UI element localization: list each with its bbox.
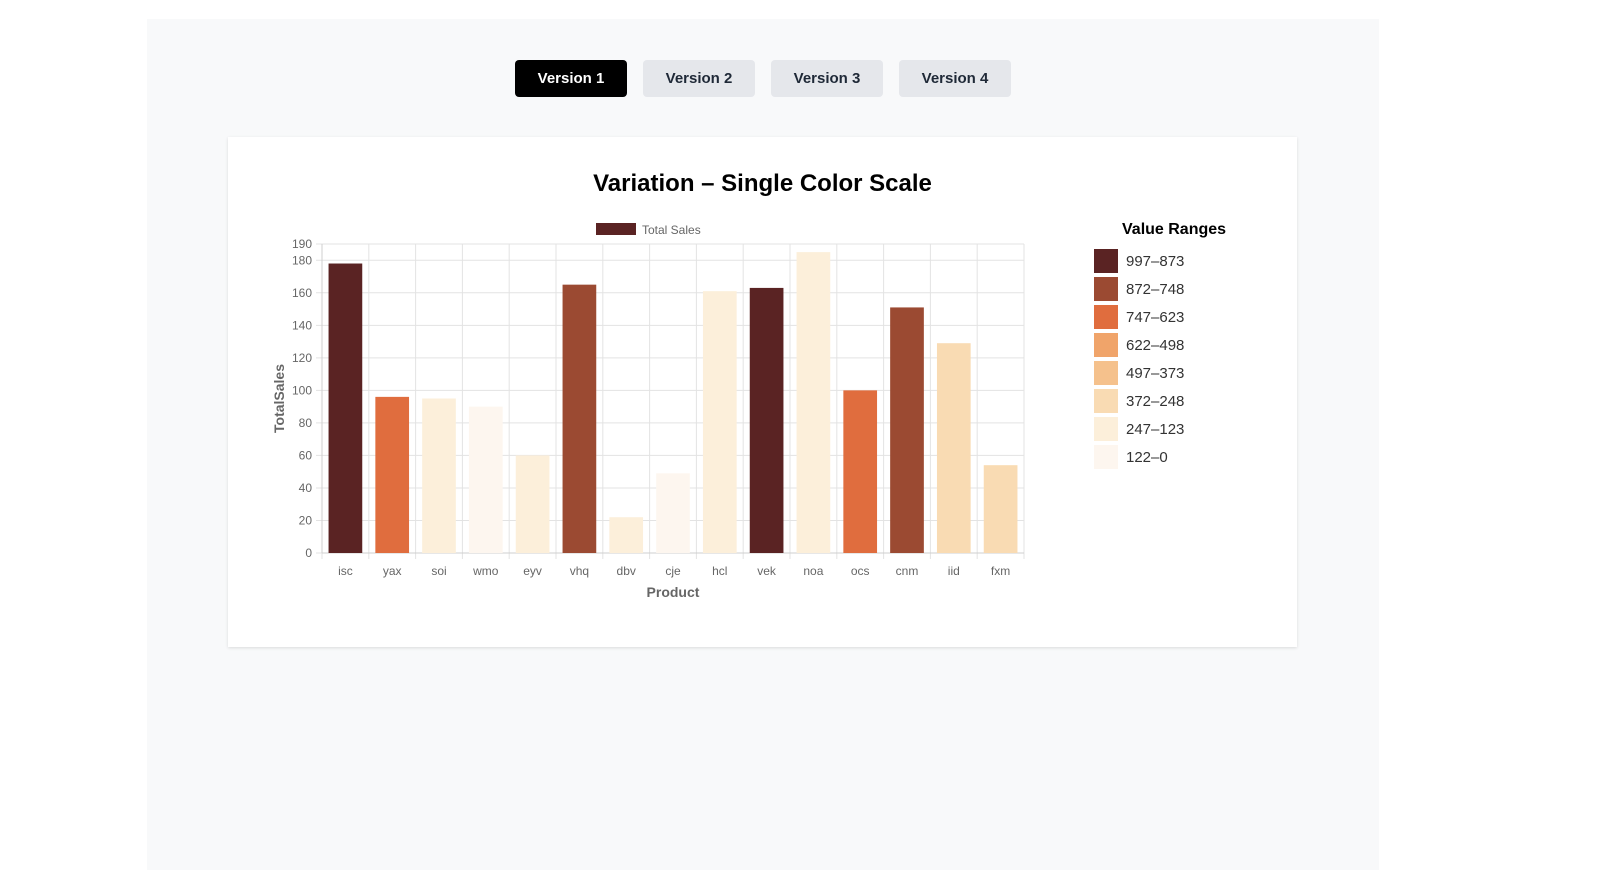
- x-tick-label: yax: [383, 564, 402, 578]
- legend-label: 622–498: [1126, 336, 1185, 354]
- legend-label: 497–373: [1126, 364, 1185, 382]
- legend-swatch: [1094, 417, 1118, 441]
- x-tick-label: soi: [431, 564, 446, 578]
- series-legend-label: Total Sales: [642, 223, 701, 237]
- legend-label: 747–623: [1126, 308, 1185, 326]
- y-tick-label: 140: [292, 318, 312, 332]
- legend-swatch: [1094, 277, 1118, 301]
- legend-item: 247–123: [1094, 417, 1294, 441]
- legend-swatch: [1094, 445, 1118, 469]
- bar-cje: [656, 473, 690, 553]
- bar-yax: [375, 396, 410, 553]
- tab-version-2[interactable]: Version 2: [643, 60, 755, 97]
- legend-swatch: [1094, 389, 1118, 413]
- bar-soi: [422, 398, 456, 553]
- legend-item: 122–0: [1094, 445, 1294, 469]
- version-tabs: Version 1 Version 2 Version 3 Version 4: [147, 60, 1379, 97]
- tab-version-4[interactable]: Version 4: [899, 60, 1011, 97]
- x-tick-label: vek: [757, 564, 777, 578]
- x-tick-label: isc: [338, 564, 353, 578]
- bar-vek: [749, 287, 784, 553]
- legend-item: 872–748: [1094, 277, 1294, 301]
- legend-swatch: [1094, 333, 1118, 357]
- legend-label: 247–123: [1126, 420, 1185, 438]
- tab-version-3[interactable]: Version 3: [771, 60, 883, 97]
- legend-title: Value Ranges: [1122, 221, 1227, 238]
- x-tick-label: cje: [665, 564, 681, 578]
- legend-label: 997–873: [1126, 252, 1185, 270]
- bar-cnm: [890, 307, 924, 553]
- y-tick-label: 190: [292, 237, 312, 251]
- page-panel: Version 1 Version 2 Version 3 Version 4 …: [147, 19, 1379, 870]
- legend-items: 997–873 872–748 747–623 622–498 497–373 372–2…: [1094, 249, 1294, 469]
- bar-isc: [328, 263, 363, 553]
- legend-item: 622–498: [1094, 333, 1294, 357]
- bar-iid: [936, 343, 971, 553]
- x-tick-label: dbv: [617, 564, 636, 578]
- bar-eyv: [515, 455, 550, 553]
- bar-vhq: [562, 284, 597, 553]
- legend-item: 747–623: [1094, 305, 1294, 329]
- x-tick-label: wmo: [472, 564, 499, 578]
- x-tick-label: fxm: [991, 564, 1010, 578]
- y-tick-label: 20: [299, 513, 313, 527]
- x-tick-label: hcl: [712, 564, 727, 578]
- value-ranges-legend: Value Ranges 997–873 872–748 747–623 622–49…: [1094, 221, 1294, 473]
- bar-noa: [796, 252, 831, 553]
- legend-item: 372–248: [1094, 389, 1294, 413]
- bar-fxm: [983, 465, 1018, 553]
- y-tick-label: 80: [299, 416, 313, 430]
- y-tick-label: 100: [292, 383, 312, 397]
- legend-label: 872–748: [1126, 280, 1185, 298]
- legend-label: 372–248: [1126, 392, 1185, 410]
- y-tick-label: 40: [299, 481, 313, 495]
- y-axis-title: TotalSales: [271, 364, 287, 433]
- x-tick-label: eyv: [523, 564, 542, 578]
- y-tick-label: 120: [292, 351, 312, 365]
- x-tick-label: ocs: [851, 564, 870, 578]
- x-tick-label: vhq: [570, 564, 589, 578]
- bar-hcl: [702, 291, 737, 553]
- y-tick-label: 180: [292, 253, 312, 267]
- legend-item: 997–873: [1094, 249, 1294, 273]
- legend-item: 497–373: [1094, 361, 1294, 385]
- bar-wmo: [468, 406, 503, 553]
- chart-card: Variation – Single Color Scale 0 20 40 60 80…: [228, 137, 1297, 647]
- x-tick-label: iid: [948, 564, 960, 578]
- y-tick-label: 160: [292, 286, 312, 300]
- bar-dbv: [609, 517, 644, 553]
- bar-chart: 0 20 40 60 80 100 120 140 160 180 190 isc yax soi wmo e…: [271, 223, 1025, 600]
- x-axis-title: Product: [647, 584, 700, 600]
- legend-label: 122–0: [1126, 448, 1168, 466]
- chart-title: Variation – Single Color Scale: [593, 170, 932, 197]
- legend-swatch: [1094, 305, 1118, 329]
- x-tick-label: cnm: [896, 564, 919, 578]
- y-tick-label: 0: [305, 546, 312, 560]
- series-legend-swatch: [596, 223, 636, 235]
- legend-swatch: [1094, 249, 1118, 273]
- bar-ocs: [843, 390, 878, 553]
- tab-version-1[interactable]: Version 1: [515, 60, 627, 97]
- y-tick-label: 60: [299, 448, 313, 462]
- legend-swatch: [1094, 361, 1118, 385]
- x-tick-label: noa: [803, 564, 823, 578]
